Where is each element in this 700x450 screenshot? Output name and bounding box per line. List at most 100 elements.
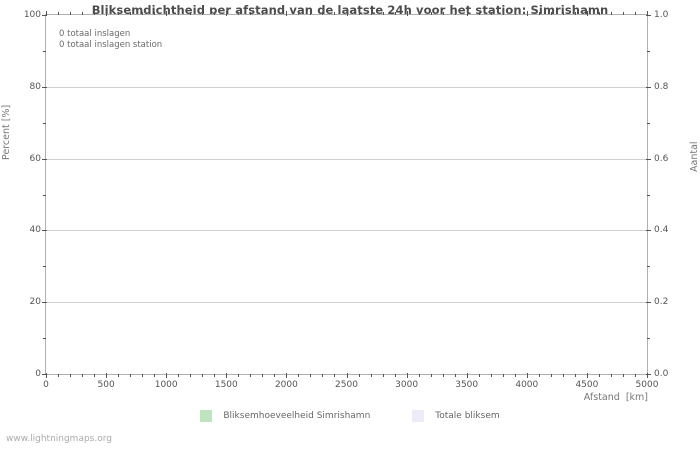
axis-tick	[286, 11, 287, 16]
x-axis-tick-label: 0	[43, 380, 49, 390]
axis-tick	[359, 12, 360, 15]
legend-item[interactable]: Bliksemhoeveelheid Simrishamn	[200, 410, 370, 422]
legend-swatch-icon	[412, 410, 425, 422]
axis-tick	[647, 266, 650, 267]
axis-tick	[94, 374, 95, 377]
axis-tick	[226, 373, 227, 378]
y-axis-left-tick-label: 20	[29, 297, 41, 308]
y-axis-left-tick-label: 80	[29, 81, 41, 92]
axis-tick	[551, 374, 552, 377]
y-axis-right-title: Aantal	[689, 141, 700, 172]
axis-tick	[58, 12, 59, 15]
axis-tick	[42, 15, 47, 16]
axis-tick	[539, 12, 540, 15]
axis-tick	[575, 374, 576, 377]
axis-tick	[202, 374, 203, 377]
axis-tick	[322, 374, 323, 377]
axis-tick	[503, 374, 504, 377]
x-axis-title: Afstand [km]	[583, 392, 648, 403]
axis-tick	[395, 12, 396, 15]
axis-tick	[347, 373, 348, 378]
axis-tick	[563, 374, 564, 377]
x-axis-tick-label: 5000	[635, 380, 659, 390]
axis-tick	[118, 374, 119, 377]
axis-tick	[646, 159, 651, 160]
axis-tick	[286, 373, 287, 378]
axis-tick	[623, 12, 624, 15]
y-axis-left-tick-label: 60	[29, 153, 41, 164]
gridline	[46, 302, 647, 303]
axis-tick	[238, 374, 239, 377]
y-axis-right-tick-label: 0.6	[654, 153, 669, 164]
plot-area: 0 totaal inslagen 0 totaal inslagen stat…	[42, 11, 651, 378]
axis-tick	[106, 373, 107, 378]
watermark: www.lightningmaps.org	[6, 434, 112, 444]
axis-tick	[491, 374, 492, 377]
axis-tick	[515, 12, 516, 15]
axis-tick	[587, 11, 588, 16]
axis-tick	[42, 159, 47, 160]
axis-tick	[527, 11, 528, 16]
axis-tick	[310, 374, 311, 377]
axis-tick	[479, 12, 480, 15]
x-axis-tick-label: 2500	[335, 380, 358, 390]
axis-tick	[70, 374, 71, 377]
axis-tick	[334, 374, 335, 377]
axis-tick	[274, 12, 275, 15]
axis-tick	[371, 374, 372, 377]
axis-tick	[359, 374, 360, 377]
y-axis-left-tick-label: 40	[29, 225, 41, 236]
axis-tick	[563, 12, 564, 15]
axis-tick	[262, 12, 263, 15]
axis-tick	[527, 373, 528, 378]
axis-tick	[443, 374, 444, 377]
axis-tick	[118, 12, 119, 15]
axis-tick	[262, 374, 263, 377]
axis-tick	[515, 374, 516, 377]
legend-swatch-icon	[200, 410, 213, 422]
axis-tick	[371, 12, 372, 15]
axis-tick	[46, 11, 47, 16]
axis-tick	[130, 374, 131, 377]
gridlines	[46, 15, 647, 374]
axis-tick	[646, 87, 651, 88]
legend-item[interactable]: Totale bliksem	[412, 410, 500, 422]
axis-tick	[42, 230, 47, 231]
x-axis-tick-label: 3500	[455, 380, 479, 390]
axis-tick	[383, 12, 384, 15]
axis-tick	[647, 373, 648, 378]
y-axis-left-tick-label: 0	[35, 369, 41, 379]
x-axis-tick-label: 1500	[214, 380, 238, 390]
gridline	[46, 230, 647, 231]
axis-tick	[646, 302, 651, 303]
axis-tick	[82, 374, 83, 377]
axis-tick	[238, 12, 239, 15]
axis-tick	[443, 12, 444, 15]
axis-tick	[226, 11, 227, 16]
axis-tick	[467, 373, 468, 378]
axis-tick	[599, 374, 600, 377]
axis-tick	[647, 195, 650, 196]
axis-tick	[347, 11, 348, 16]
axis-tick	[431, 12, 432, 15]
axis-tick	[395, 374, 396, 377]
axis-tick	[647, 338, 650, 339]
axis-tick	[298, 12, 299, 15]
axis-tick	[575, 12, 576, 15]
axis-tick	[214, 374, 215, 377]
axis-tick	[43, 338, 46, 339]
axis-tick	[94, 12, 95, 15]
axis-tick	[635, 12, 636, 15]
x-axis-tick-label: 4000	[515, 380, 539, 390]
y-axis-right-tick-label: 0.0	[654, 369, 669, 379]
axis-tick	[43, 51, 46, 52]
axis-tick	[43, 266, 46, 267]
axis-tick	[419, 374, 420, 377]
y-axis-left-title: Percent [%]	[1, 104, 12, 160]
axis-tick	[178, 12, 179, 15]
axis-tick	[646, 15, 651, 16]
gridline	[46, 87, 647, 88]
axis-tick	[178, 374, 179, 377]
axis-tick	[310, 12, 311, 15]
axis-tick	[154, 374, 155, 377]
